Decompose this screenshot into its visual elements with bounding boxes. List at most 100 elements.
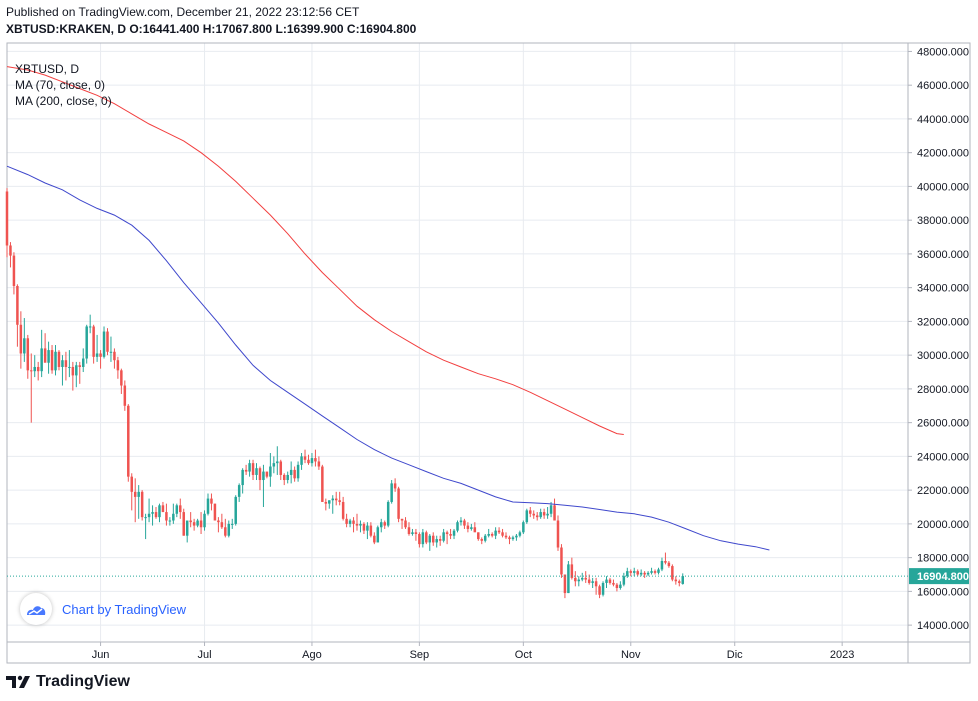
candle (255, 463, 258, 481)
candle-body (393, 483, 397, 489)
candle (303, 449, 307, 464)
candle-body (296, 464, 300, 479)
candle-body (643, 572, 646, 575)
close-label: C: (346, 22, 360, 36)
candle-body (546, 513, 549, 516)
candle-body (664, 561, 667, 563)
legend-symbol: XBTUSD, D (15, 62, 80, 76)
candle (154, 507, 158, 519)
candle-body (508, 537, 511, 540)
candle (650, 567, 653, 575)
candle (68, 350, 71, 378)
candle (224, 518, 227, 538)
candle (75, 361, 78, 388)
candle-body (81, 358, 85, 367)
symbol-line: XBTUSD:KRAKEN, D (6, 22, 126, 36)
candle (660, 557, 664, 572)
candle (9, 242, 12, 268)
candle (369, 522, 373, 538)
candle-body (598, 586, 601, 595)
candle-body (629, 571, 633, 573)
candle-body (251, 463, 255, 475)
candle (653, 569, 657, 575)
candle-body (532, 513, 535, 516)
candle (383, 520, 386, 529)
candle (418, 532, 421, 548)
low-label: L: (275, 22, 287, 36)
candle-body (553, 505, 556, 521)
candle (331, 495, 334, 514)
candle (553, 498, 556, 521)
open-value: 16441.400 (142, 22, 200, 36)
candle-body (19, 324, 23, 354)
candle (678, 579, 681, 587)
candle-body (639, 572, 643, 575)
candle (574, 571, 577, 587)
candle (435, 535, 438, 548)
candle-body (123, 385, 127, 406)
candle (359, 520, 362, 533)
candle-body (324, 501, 328, 504)
candle-body (130, 476, 134, 492)
candle-body (5, 191, 9, 246)
candle-body (681, 576, 684, 584)
candle-body (328, 500, 331, 504)
candle (262, 464, 265, 508)
candle (629, 569, 633, 577)
candle-body (262, 471, 265, 481)
candle-body (529, 510, 532, 514)
legend-ma70: MA (70, close, 0) (15, 78, 106, 92)
candle (151, 505, 154, 526)
candle (612, 579, 615, 587)
candle (546, 507, 549, 519)
candle (47, 341, 50, 374)
candle (646, 571, 650, 577)
candle-body (522, 522, 525, 533)
candle-body (196, 520, 199, 526)
candle (428, 534, 432, 551)
candle (241, 468, 244, 494)
candle (116, 356, 120, 379)
candle-body (237, 485, 241, 497)
candle-body (265, 471, 269, 477)
candle-body (463, 520, 466, 526)
candle (532, 510, 535, 519)
candle-body (591, 581, 594, 583)
candle-body (26, 338, 30, 371)
candle-body (120, 370, 123, 386)
candle-body (92, 326, 95, 357)
candle (563, 574, 567, 599)
low-value: 16399.900 (286, 22, 344, 36)
candle-body (518, 532, 522, 536)
candle (85, 324, 88, 364)
candle-body (477, 532, 480, 540)
footer-brand[interactable]: TradingView (6, 673, 130, 691)
candle (390, 480, 393, 504)
candle-body (619, 584, 622, 589)
candle (71, 361, 75, 391)
candle-body (137, 491, 140, 497)
candle-body (54, 351, 57, 371)
candle (50, 345, 54, 374)
candle (459, 517, 463, 526)
candle (334, 491, 338, 506)
candle-body (75, 365, 78, 376)
candle-body (47, 350, 50, 363)
candle (123, 380, 127, 411)
candle (341, 496, 345, 521)
candle (30, 353, 33, 423)
candle-body (456, 522, 459, 531)
candle (366, 522, 369, 540)
candle-body (646, 572, 650, 575)
candle-body (50, 350, 54, 371)
chart-watermark[interactable]: Chart by TradingView (20, 593, 186, 625)
candle (324, 498, 328, 511)
candle (310, 453, 314, 467)
candle-body (366, 525, 369, 531)
candle-body (421, 532, 425, 545)
candle (172, 503, 175, 524)
candle (501, 528, 504, 538)
candle (321, 464, 324, 502)
candle-body (587, 579, 591, 583)
